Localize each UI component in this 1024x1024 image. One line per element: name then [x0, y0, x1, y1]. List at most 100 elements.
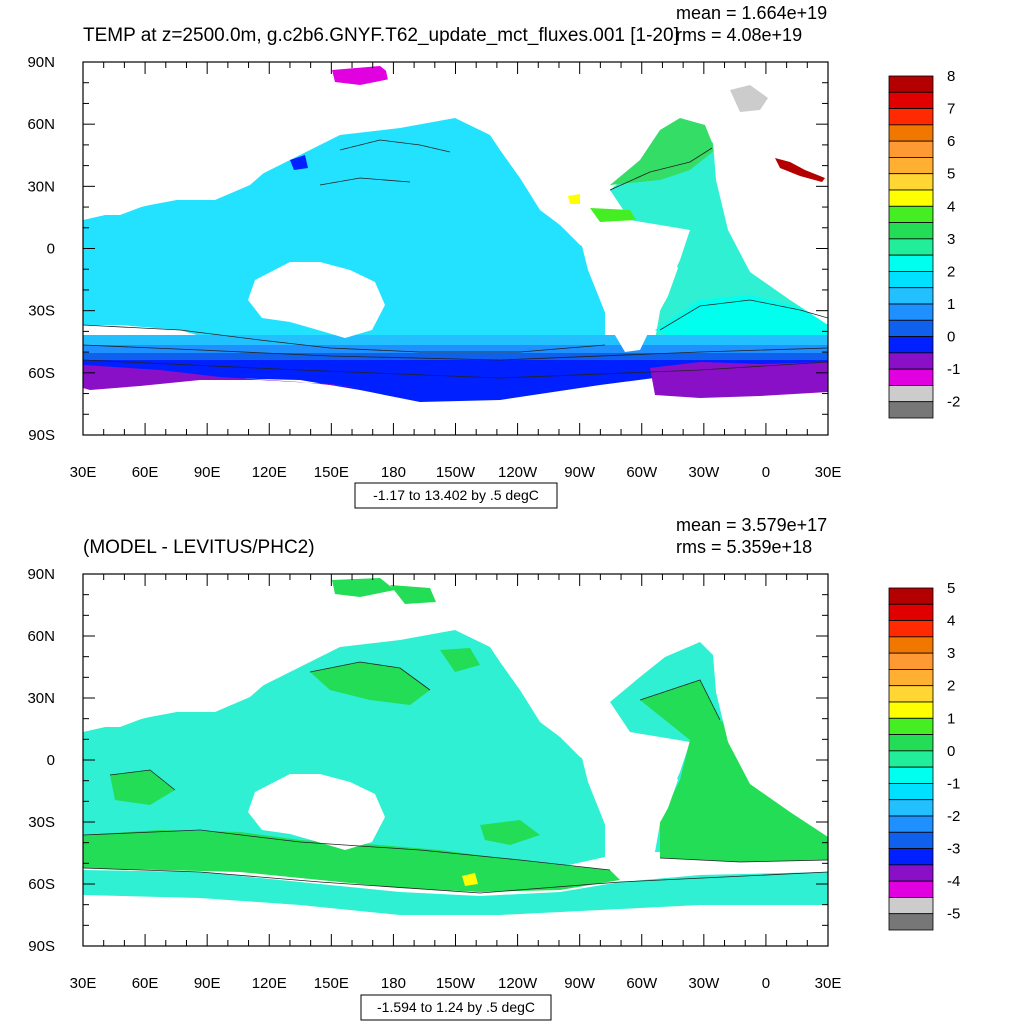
colorbar-label: 3 — [947, 231, 955, 248]
x-tick-label: 60W — [626, 975, 658, 992]
range-label: -1.594 to 1.24 by .5 degC — [377, 999, 535, 1015]
colorbar: 8 7 6 5 4 3 2 1 0 -1 -2 — [888, 68, 960, 419]
colorbar-label: 6 — [947, 133, 955, 150]
x-tick-label: 120E — [252, 464, 287, 481]
southern-ocean-green — [83, 830, 620, 892]
pacific-indian-ocean — [83, 118, 605, 360]
colorbar-label: -1 — [947, 361, 960, 378]
panel-difference: (MODEL - LEVITUS/PHC2) mean = 3.579e+17 … — [27, 515, 960, 1021]
y-tick-label: 30N — [27, 178, 55, 195]
x-tick-labels: 30E 60E 90E 120E 150E 180 150W 120W 90W 60W 30W 0 30… — [70, 975, 842, 992]
antarctic-coast — [83, 362, 828, 398]
colorbar-swatch — [888, 75, 934, 93]
yellow-patch — [462, 873, 478, 886]
contour-lines — [83, 139, 828, 379]
x-tick-label: 120W — [498, 464, 538, 481]
australia — [248, 262, 385, 338]
x-tick-label: 0 — [762, 464, 770, 481]
rms-label: rms = 4.08e+19 — [676, 25, 802, 45]
y-tick-labels: 90N 60N 30N 0 30S 60S 90S — [27, 54, 55, 444]
green-blob-1 — [310, 662, 430, 705]
tick-marks — [82, 573, 829, 947]
colorbar-swatch — [888, 880, 934, 898]
y-tick-label: 30S — [28, 814, 55, 831]
arctic-patch-2 — [390, 585, 436, 604]
colorbar-swatch — [888, 685, 934, 703]
x-tick-label: 120E — [252, 975, 287, 992]
colorbar-swatch — [888, 717, 934, 735]
green-blob-2 — [440, 648, 480, 672]
colorbar-label: -5 — [947, 906, 960, 923]
eurasia-africa — [83, 574, 828, 837]
colorbar-swatch — [888, 303, 934, 321]
colorbar-swatch — [888, 831, 934, 849]
colorbar-label: 0 — [947, 743, 955, 760]
caribbean-patch — [590, 208, 636, 222]
mean-label: mean = 3.579e+17 — [676, 515, 827, 535]
green-blob-4 — [480, 820, 540, 845]
gulf-patch — [568, 194, 580, 204]
colorbar-label: 2 — [947, 263, 955, 280]
grey-patch — [730, 85, 768, 112]
y-tick-label: 90S — [28, 427, 55, 444]
colorbar-swatch — [888, 173, 934, 191]
north-atlantic — [610, 118, 715, 185]
colorbar-swatch — [888, 189, 934, 207]
south-america — [580, 734, 678, 864]
colorbar-label: 7 — [947, 101, 955, 118]
colorbar-swatch — [888, 652, 934, 670]
x-tick-label: 30E — [815, 464, 842, 481]
colorbar-swatch — [888, 620, 934, 638]
north-america — [480, 592, 660, 737]
range-label: -1.17 to 13.402 by .5 degC — [373, 487, 539, 503]
x-tick-label: 150W — [436, 464, 476, 481]
colorbar-label: 2 — [947, 678, 955, 695]
map-field — [83, 62, 828, 402]
colorbar-swatch — [888, 385, 934, 403]
green-blob-3 — [110, 770, 175, 805]
colorbar-swatch — [888, 319, 934, 337]
arctic-patch — [332, 66, 395, 85]
japan-sea-patch — [290, 155, 308, 170]
colorbar-swatch — [888, 636, 934, 654]
x-tick-label: 60E — [132, 975, 159, 992]
south-america — [580, 222, 678, 352]
x-tick-label: 0 — [762, 975, 770, 992]
colorbar-swatch — [888, 108, 934, 126]
y-tick-label: 60N — [27, 116, 55, 133]
y-tick-label: 60S — [28, 876, 55, 893]
x-tick-label: 60E — [132, 464, 159, 481]
x-tick-label: 60W — [626, 464, 658, 481]
pacific-indian-ocean — [83, 630, 605, 872]
colorbar-swatch — [888, 140, 934, 158]
map-field — [83, 574, 828, 915]
x-tick-label: 180 — [381, 464, 406, 481]
colorbar-swatch — [888, 864, 934, 882]
colorbar-swatch — [888, 368, 934, 386]
colorbar-swatch — [888, 815, 934, 833]
colorbar-label: 8 — [947, 68, 955, 85]
mediterranean-patch — [775, 158, 825, 182]
arctic-patch — [332, 578, 395, 597]
y-tick-label: 60S — [28, 365, 55, 382]
x-tick-label: 90E — [194, 975, 221, 992]
rms-label: rms = 5.359e+18 — [676, 537, 812, 557]
colorbar-swatch — [888, 669, 934, 687]
y-tick-label: 90N — [27, 54, 55, 71]
australia — [248, 774, 385, 850]
colorbar-label: 0 — [947, 329, 955, 346]
eurasia-africa — [83, 62, 828, 325]
colorbar: 5 4 3 2 1 0 -1 -2 -3 -4 -5 — [888, 580, 960, 931]
x-tick-label: 30E — [70, 975, 97, 992]
y-tick-label: 0 — [47, 752, 55, 769]
colorbar-swatch — [888, 848, 934, 866]
colorbar-label: 1 — [947, 296, 955, 313]
y-tick-label: 60N — [27, 628, 55, 645]
north-america — [480, 80, 660, 225]
colorbar-swatch — [888, 205, 934, 223]
southern-band-3 — [83, 353, 828, 363]
panel-title: (MODEL - LEVITUS/PHC2) — [83, 537, 315, 558]
colorbar-swatch — [888, 913, 934, 931]
panel-temperature: TEMP at z=2500.0m, g.c2b6.GNYF.T62_updat… — [27, 3, 960, 509]
y-tick-label: 30S — [28, 303, 55, 320]
